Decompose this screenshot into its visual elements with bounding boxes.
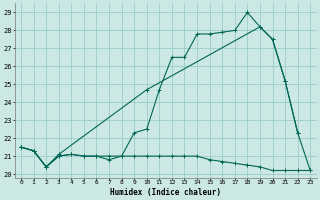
X-axis label: Humidex (Indice chaleur): Humidex (Indice chaleur) [110,188,221,197]
